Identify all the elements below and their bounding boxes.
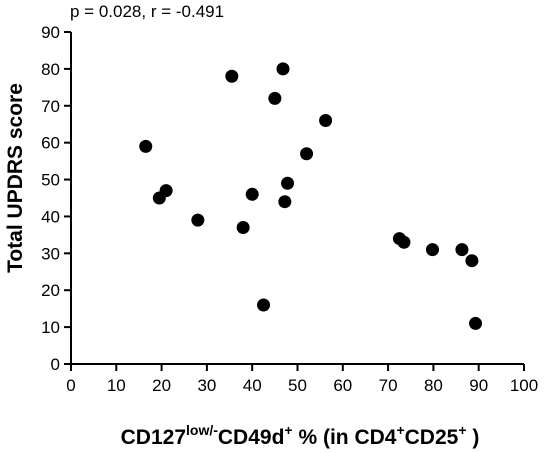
x-axis-title-part: CD49d (218, 426, 285, 449)
x-tick-label: 20 (152, 376, 171, 395)
data-point (278, 195, 292, 209)
data-point (268, 91, 282, 105)
x-axis-title-part: CD25 (405, 426, 459, 449)
x-axis: 0 10 20 30 40 50 60 70 80 90 100 (66, 363, 538, 395)
x-tick-label: 40 (243, 376, 262, 395)
y-tick-label: 20 (41, 281, 60, 300)
x-axis-title-part: CD127 (121, 426, 186, 449)
x-axis-title-part: % (in CD4 (293, 426, 397, 449)
chart-annotation: p = 0.028, r = -0.491 (70, 2, 224, 21)
x-tick-label: 60 (333, 376, 352, 395)
x-axis-title-part: ) (467, 426, 480, 449)
data-point (236, 221, 250, 235)
x-tick-label: 90 (469, 376, 488, 395)
data-point (465, 254, 479, 268)
data-point (191, 213, 205, 227)
data-point (245, 187, 259, 201)
y-tick-label: 0 (51, 355, 60, 374)
data-points (139, 62, 483, 330)
x-axis-title-superscript: + (284, 422, 292, 438)
y-tick-label: 70 (41, 97, 60, 116)
data-point (300, 147, 314, 161)
data-point (276, 62, 290, 76)
y-axis-title: Total UPDRS score (4, 83, 27, 273)
data-point (397, 235, 411, 249)
data-point (159, 184, 173, 198)
data-point (425, 243, 439, 257)
x-tick-label: 80 (424, 376, 443, 395)
x-axis-title-superscript: + (396, 422, 404, 438)
y-tick-label: 30 (41, 244, 60, 263)
y-tick-label: 60 (41, 134, 60, 153)
y-tick-label: 10 (41, 318, 60, 337)
y-axis: 0 10 20 30 40 50 60 70 80 90 (41, 23, 72, 374)
data-point (319, 114, 333, 128)
x-tick-label: 100 (510, 376, 538, 395)
x-tick-label: 50 (288, 376, 307, 395)
data-point (281, 176, 295, 190)
y-tick-label: 50 (41, 171, 60, 190)
x-tick-label: 0 (66, 376, 75, 395)
x-axis-title-superscript: + (458, 422, 466, 438)
x-tick-label: 30 (197, 376, 216, 395)
y-tick-label: 40 (41, 207, 60, 226)
data-point (455, 243, 469, 257)
x-axis-title-superscript: low/- (186, 422, 218, 438)
x-axis-title: CD127low/-CD49d+ % (in CD4+CD25+ ) (121, 422, 480, 449)
data-point (469, 316, 483, 330)
x-tick-label: 70 (379, 376, 398, 395)
data-point (225, 69, 239, 83)
x-tick-label: 10 (107, 376, 126, 395)
y-tick-label: 80 (41, 60, 60, 79)
data-point (139, 139, 153, 153)
y-tick-label: 90 (41, 23, 60, 42)
data-point (257, 298, 271, 312)
